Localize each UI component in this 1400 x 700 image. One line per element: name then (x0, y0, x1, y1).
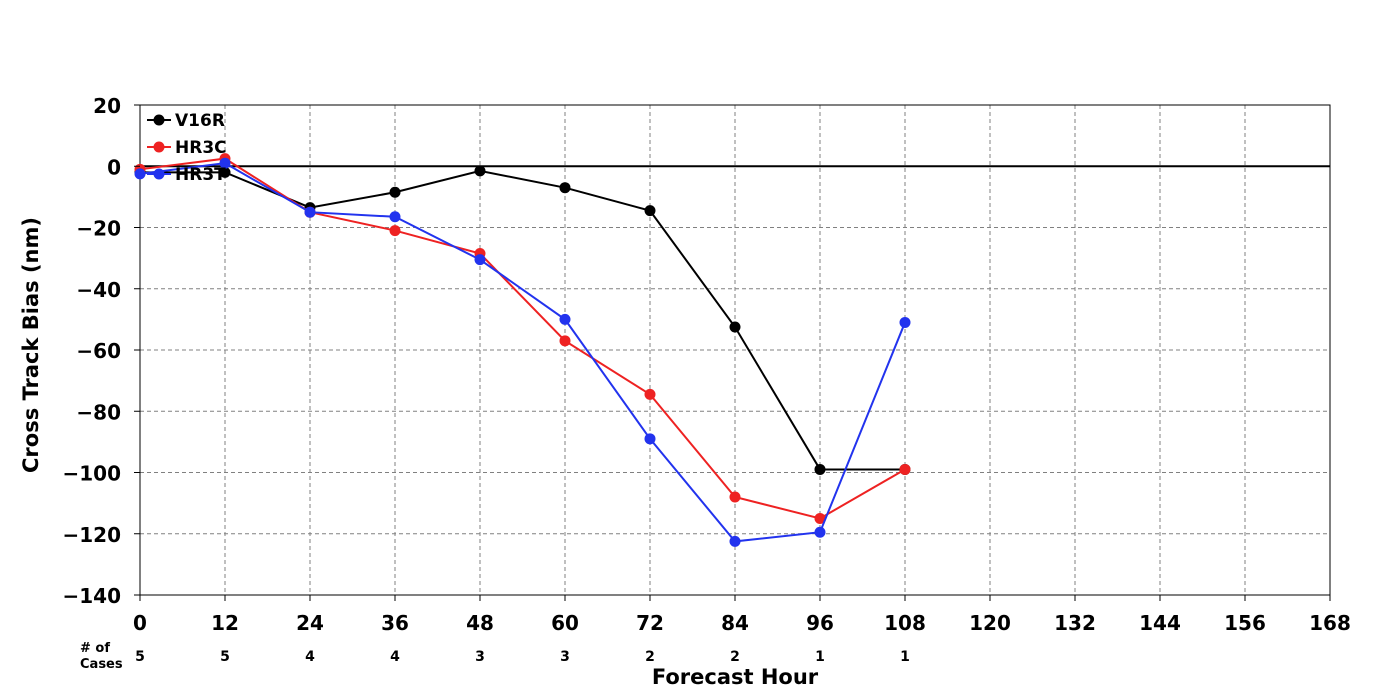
y-axis-title: Cross Track Bias (nm) (19, 217, 43, 473)
data-point-v16r (814, 463, 826, 475)
grid (140, 105, 1330, 595)
y-tick-label: −40 (76, 278, 121, 302)
x-tick-label: 60 (551, 611, 579, 635)
case-count: 2 (645, 649, 655, 665)
data-point-hr3t (729, 535, 741, 547)
x-tick-label: 108 (884, 611, 926, 635)
data-point-hr3c (814, 512, 826, 524)
case-count: 1 (815, 649, 825, 665)
case-count: 5 (220, 649, 230, 665)
data-point-hr3c (644, 388, 656, 400)
case-count: 3 (475, 649, 485, 665)
legend-marker-v16r (153, 114, 165, 126)
x-tick-label: 36 (381, 611, 409, 635)
x-tick-label: 144 (1139, 611, 1181, 635)
cases-label-line-1: # of (80, 641, 110, 656)
x-axis-title: Forecast Hour (652, 665, 819, 689)
x-tick-label: 72 (636, 611, 664, 635)
data-point-v16r (389, 186, 401, 198)
data-point-hr3t (644, 433, 656, 445)
cases-label-line-2: Cases (80, 657, 123, 672)
x-tick-label: 24 (296, 611, 324, 635)
series-line-hr3t (139, 162, 906, 543)
y-tick-label: −100 (62, 462, 121, 486)
case-count: 2 (730, 649, 740, 665)
data-point-hr3c (559, 335, 571, 347)
case-count: 1 (900, 649, 910, 665)
y-tick-label: −120 (62, 523, 121, 547)
data-point-hr3c (389, 225, 401, 237)
legend: V16R HR3C HR3T (147, 111, 227, 185)
x-tick-label: 132 (1054, 611, 1096, 635)
tick-labels: 0 12 24 36 48 60 72 84 96 108 120 132 144 156 168 20 0 −2… (62, 94, 1350, 635)
legend-label-v16r: V16R (175, 111, 225, 131)
x-tick-label: 168 (1309, 611, 1351, 635)
data-point-hr3t (389, 211, 401, 223)
data-point-v16r (729, 321, 741, 333)
y-tick-label: −20 (76, 217, 121, 241)
legend-marker-hr3t (153, 168, 165, 180)
data-point-hr3t (814, 526, 826, 538)
legend-label-hr3t: HR3T (175, 165, 226, 185)
cases-row: # of Cases 5 5 4 4 3 3 2 2 1 1 (80, 641, 910, 672)
series-layer (134, 153, 911, 547)
case-count: 3 (560, 649, 570, 665)
y-tick-label: −140 (62, 584, 121, 608)
x-tick-label: 120 (969, 611, 1011, 635)
y-tick-label: 20 (93, 94, 121, 118)
case-count: 4 (305, 649, 315, 665)
x-tick-label: 12 (211, 611, 239, 635)
x-tick-label: 156 (1224, 611, 1266, 635)
legend-marker-hr3c (153, 141, 165, 153)
data-point-v16r (219, 166, 231, 178)
x-tick-label: 84 (721, 611, 749, 635)
data-point-hr3c (899, 463, 911, 475)
case-count: 5 (135, 649, 145, 665)
y-tick-label: 0 (107, 155, 121, 179)
y-tick-label: −80 (76, 400, 121, 424)
data-point-v16r (474, 165, 486, 177)
series-line-hr3c (139, 157, 906, 520)
legend-label-hr3c: HR3C (175, 138, 227, 158)
data-point-v16r (559, 182, 571, 194)
data-point-v16r (644, 205, 656, 217)
data-point-hr3t (474, 254, 486, 266)
series-line-v16r (140, 169, 905, 471)
data-point-hr3t (559, 313, 571, 325)
x-tick-label: 48 (466, 611, 494, 635)
data-point-hr3t (134, 168, 146, 180)
data-point-hr3c (729, 491, 741, 503)
data-point-hr3t (219, 157, 231, 169)
x-tick-label: 0 (133, 611, 147, 635)
data-point-hr3t (304, 206, 316, 218)
case-count: 4 (390, 649, 400, 665)
y-tick-label: −60 (76, 339, 121, 363)
x-tick-label: 96 (806, 611, 834, 635)
data-point-hr3t (899, 316, 911, 328)
